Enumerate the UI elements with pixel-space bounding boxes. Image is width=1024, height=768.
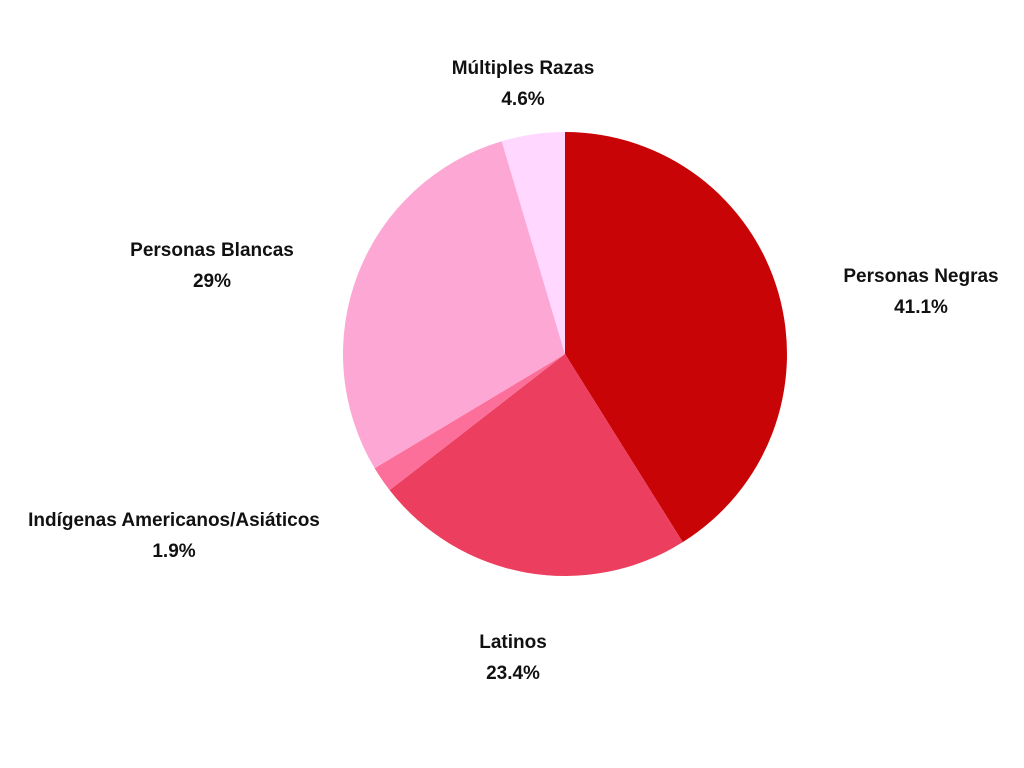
slice-value-multiples-razas: 4.6% <box>501 89 544 110</box>
slice-labels: Personas Negras 41.1% Latinos 23.4% Indígena… <box>28 58 999 684</box>
pie-slice-multiples-razas <box>501 132 565 354</box>
slice-label-multiples-razas: Múltiples Razas <box>452 58 595 79</box>
slice-label-indigenas-americanos-asiaticos: Indígenas Americanos/Asiáticos <box>28 510 320 531</box>
slice-value-indigenas-americanos-asiaticos: 1.9% <box>152 541 195 562</box>
pie-slice-latinos <box>389 354 683 576</box>
slice-value-personas-blancas: 29% <box>193 271 231 292</box>
slice-label-personas-negras: Personas Negras <box>843 266 998 287</box>
pie-slice-personas-negras <box>565 132 787 543</box>
slice-value-personas-negras: 41.1% <box>894 297 948 318</box>
slice-value-latinos: 23.4% <box>486 663 540 684</box>
slice-label-latinos: Latinos <box>479 632 547 653</box>
pie-slice-indigenas-americanos-asiaticos <box>374 354 565 491</box>
slice-label-personas-blancas: Personas Blancas <box>130 240 294 261</box>
pie-slice-personas-blancas <box>343 141 565 469</box>
pie-slices <box>343 132 787 576</box>
